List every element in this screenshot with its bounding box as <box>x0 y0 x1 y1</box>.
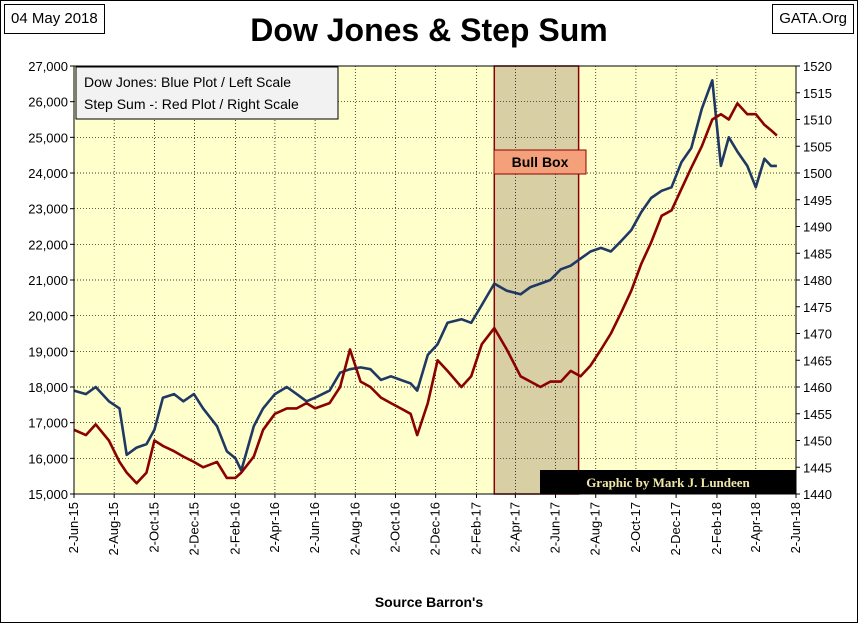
legend-text: Step Sum -: Red Plot / Right Scale <box>84 96 299 112</box>
right-tick-label: 1480 <box>803 273 832 288</box>
left-tick-label: 25,000 <box>28 130 68 145</box>
left-tick-label: 22,000 <box>28 237 68 252</box>
x-tick-label: 2-Aug-17 <box>588 502 603 555</box>
x-tick-label: 2-Jun-17 <box>548 502 563 553</box>
left-tick-label: 27,000 <box>28 59 68 74</box>
step-sum-line <box>73 102 778 485</box>
right-tick-label: 1475 <box>803 300 832 315</box>
right-tick-label: 1520 <box>803 59 832 74</box>
right-tick-label: 1515 <box>803 86 832 101</box>
x-tick-label: 2-Jun-16 <box>307 502 322 553</box>
x-tick-label: 2-Apr-16 <box>267 502 282 553</box>
date-label: 04 May 2018 <box>4 4 105 34</box>
x-tick-label: 2-Feb-16 <box>227 502 242 555</box>
source-note: Source Barron's <box>374 594 484 610</box>
right-tick-label: 1500 <box>803 166 832 181</box>
x-tick-label: 2-Oct-16 <box>387 502 402 553</box>
bull-box-label: Bull Box <box>512 154 569 170</box>
right-tick-label: 1485 <box>803 246 832 261</box>
left-tick-label: 19,000 <box>28 344 68 359</box>
credit-text: Graphic by Mark J. Lundeen <box>586 475 750 490</box>
right-tick-label: 1440 <box>803 487 832 502</box>
bull-box-label-bg <box>493 149 587 175</box>
x-tick-label: 2-Feb-17 <box>469 502 484 555</box>
plot-border <box>73 65 797 495</box>
right-tick-label: 1495 <box>803 193 832 208</box>
x-tick-label: 2-Dec-16 <box>428 502 443 555</box>
x-tick-label: 2-Oct-15 <box>146 502 161 553</box>
left-tick-label: 23,000 <box>28 202 68 217</box>
right-tick-label: 1505 <box>803 139 832 154</box>
x-tick-label: 2-Dec-17 <box>668 502 683 555</box>
x-tick-label: 2-Oct-17 <box>628 502 643 553</box>
x-tick-label: 2-Aug-16 <box>347 502 362 555</box>
left-tick-label: 20,000 <box>28 309 68 324</box>
right-tick-label: 1445 <box>803 460 832 475</box>
left-tick-label: 18,000 <box>28 380 68 395</box>
left-tick-label: 17,000 <box>28 416 68 431</box>
left-tick-label: 16,000 <box>28 451 68 466</box>
x-tick-label: 2-Apr-18 <box>748 502 763 553</box>
x-tick-label: 2-Feb-18 <box>709 502 724 555</box>
x-tick-label: 2-Dec-15 <box>187 502 202 555</box>
legend-box <box>75 66 339 120</box>
right-tick-label: 1450 <box>803 434 832 449</box>
right-tick-label: 1470 <box>803 327 832 342</box>
right-tick-label: 1490 <box>803 220 832 235</box>
legend-text: Dow Jones: Blue Plot / Left Scale <box>84 74 291 90</box>
site-label: GATA.Org <box>772 4 854 34</box>
x-tick-label: 2-Jun-15 <box>66 502 81 553</box>
right-tick-label: 1455 <box>803 407 832 422</box>
right-tick-label: 1460 <box>803 380 832 395</box>
left-tick-label: 15,000 <box>28 487 68 502</box>
right-tick-label: 1510 <box>803 113 832 128</box>
x-tick-label: 2-Apr-17 <box>507 502 522 553</box>
left-tick-label: 26,000 <box>28 95 68 110</box>
chart-title: Dow Jones & Step Sum <box>250 12 608 48</box>
x-tick-label: 2-Jun-18 <box>788 502 803 553</box>
left-tick-label: 21,000 <box>28 273 68 288</box>
dow-line <box>73 79 777 472</box>
x-tick-label: 2-Aug-15 <box>106 502 121 555</box>
credit-box <box>540 470 796 494</box>
right-tick-label: 1465 <box>803 353 832 368</box>
left-tick-label: 24,000 <box>28 166 68 181</box>
